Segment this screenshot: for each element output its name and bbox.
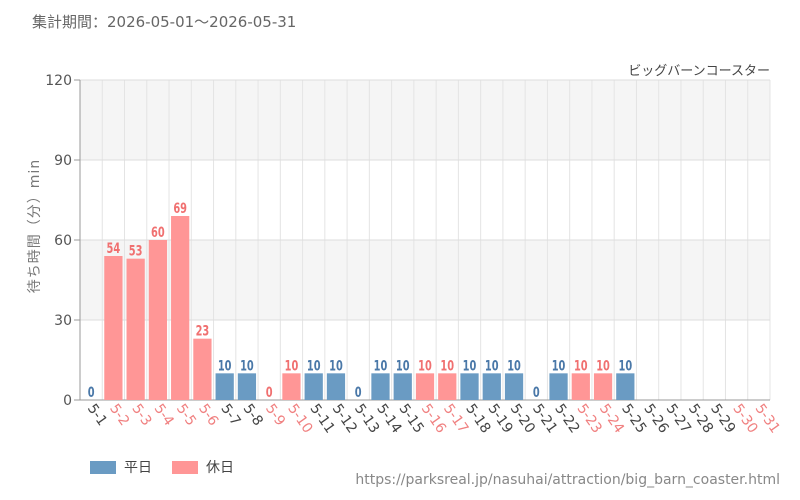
attraction-name: ビッグバーンコースター <box>628 64 770 79</box>
data-label-5-14: 10 <box>374 357 388 374</box>
y-tick-label: 30 <box>54 313 72 329</box>
y-tick-label: 0 <box>63 393 72 409</box>
x-tick-label-5-7: 5-7 <box>217 401 243 429</box>
data-label-5-16: 10 <box>418 357 432 374</box>
bar-5-17 <box>438 373 457 400</box>
y-tick-label: 90 <box>54 153 72 169</box>
bar-5-25 <box>616 373 635 400</box>
data-label-5-9: 0 <box>266 384 273 401</box>
bar-5-24 <box>593 373 613 400</box>
bar-5-22 <box>549 373 568 400</box>
bar-5-14 <box>371 373 390 400</box>
data-label-5-3: 53 <box>129 242 143 259</box>
y-tick-label: 60 <box>54 233 72 249</box>
data-label-5-8: 10 <box>240 357 254 374</box>
bar-5-18 <box>460 373 479 400</box>
x-tick-label-5-9: 5-9 <box>262 401 288 429</box>
legend-item-weekday: 平日 <box>90 457 152 477</box>
legend-label-holiday: 休日 <box>206 460 234 476</box>
x-tick-label-5-2: 5-2 <box>106 401 132 429</box>
data-label-5-5: 69 <box>173 200 187 217</box>
x-tick-label-5-1: 5-1 <box>84 401 110 429</box>
x-tick-label-5-3: 5-3 <box>128 401 154 429</box>
bar-5-11 <box>304 373 323 400</box>
bar-5-8 <box>237 373 257 400</box>
data-label-5-21: 0 <box>533 384 540 401</box>
source-url: https://parksreal.jp/nasuhai/attraction/… <box>355 472 780 488</box>
bar-5-20 <box>504 373 524 400</box>
bar-5-16 <box>415 373 435 400</box>
bar-5-19 <box>482 373 501 400</box>
data-label-5-13: 0 <box>355 384 362 401</box>
data-label-5-2: 54 <box>107 240 121 257</box>
x-tick-label-5-4: 5-4 <box>151 401 177 429</box>
legend-item-holiday: 休日 <box>172 457 234 477</box>
bar-5-15 <box>393 373 412 400</box>
bar-5-12 <box>326 373 346 400</box>
legend: 平日 休日 <box>90 457 234 477</box>
data-label-5-22: 10 <box>552 357 566 374</box>
data-label-5-1: 0 <box>88 384 95 401</box>
x-tick-label-5-6: 5-6 <box>195 401 221 429</box>
bar-5-23 <box>571 373 590 400</box>
data-label-5-10: 10 <box>285 357 299 374</box>
data-label-5-20: 10 <box>507 357 521 374</box>
data-label-5-19: 10 <box>485 357 499 374</box>
data-label-5-6: 23 <box>196 322 210 339</box>
grid-band <box>80 240 770 320</box>
data-label-5-4: 60 <box>151 224 165 241</box>
x-tick-label-5-5: 5-5 <box>173 401 199 429</box>
bar-5-6 <box>193 338 212 400</box>
x-tick-label-5-8: 5-8 <box>240 401 266 429</box>
x-tick-label-5-31: 5-31 <box>752 401 783 436</box>
bar-5-2 <box>104 256 123 400</box>
data-label-5-7: 10 <box>218 357 232 374</box>
data-label-5-11: 10 <box>307 357 321 374</box>
data-label-5-25: 10 <box>618 357 632 374</box>
legend-label-weekday: 平日 <box>124 460 152 476</box>
y-tick-label: 120 <box>45 73 72 89</box>
data-label-5-24: 10 <box>596 357 610 374</box>
grid-band <box>80 80 770 160</box>
bar-5-4 <box>148 240 168 400</box>
period-label: 集計期間：2026-05-01～2026-05-31 <box>32 13 297 31</box>
data-label-5-15: 10 <box>396 357 410 374</box>
bar-5-3 <box>126 258 145 400</box>
data-label-5-12: 10 <box>329 357 343 374</box>
data-label-5-23: 10 <box>574 357 588 374</box>
bar-5-10 <box>282 373 301 400</box>
legend-swatch-weekday <box>90 460 116 474</box>
bar-5-7 <box>215 373 234 400</box>
legend-swatch-holiday <box>172 460 198 474</box>
bar-5-5 <box>171 216 190 400</box>
data-label-5-17: 10 <box>440 357 454 374</box>
data-label-5-18: 10 <box>463 357 477 374</box>
